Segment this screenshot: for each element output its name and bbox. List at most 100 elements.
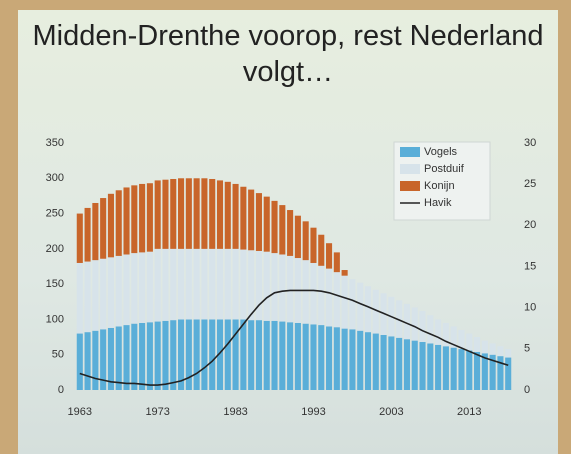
bar-segment	[287, 256, 293, 322]
bar-segment	[458, 330, 464, 349]
bar-segment	[334, 327, 340, 390]
bar-segment	[342, 329, 348, 390]
bar-segment	[427, 343, 433, 390]
bar-segment	[77, 334, 83, 390]
bar-segment	[318, 266, 324, 325]
bar-segment	[310, 228, 316, 263]
bar-segment	[225, 182, 231, 249]
bar-segment	[505, 358, 511, 390]
x-tick-label: 2013	[457, 406, 481, 418]
bar-segment	[388, 336, 394, 390]
bar-segment	[92, 203, 98, 260]
x-tick-label: 2003	[379, 406, 403, 418]
bar-segment	[342, 276, 348, 329]
bar-segment	[357, 331, 363, 390]
bar-segment	[349, 329, 355, 390]
bar-segment	[256, 320, 262, 390]
bar-segment	[303, 324, 309, 390]
y-tick-label: 350	[46, 137, 64, 149]
bar-segment	[271, 201, 277, 253]
bar-segment	[419, 311, 425, 342]
bar-segment	[116, 190, 122, 256]
bar-segment	[334, 252, 340, 272]
chart: 0501001502002503003500510152025301963197…	[0, 0, 571, 454]
bar-segment	[435, 319, 441, 344]
bar-segment	[248, 250, 254, 320]
bar-segment	[466, 350, 472, 390]
bar-segment	[271, 321, 277, 390]
bar-segment	[147, 183, 153, 251]
bar-segment	[155, 249, 161, 322]
bar-segment	[256, 251, 262, 320]
bar-segment	[170, 320, 176, 390]
bar-segment	[443, 346, 449, 390]
bar-segment	[194, 249, 200, 320]
bar-segment	[139, 184, 145, 252]
y-tick-label: 300	[46, 172, 64, 184]
bar-segment	[147, 322, 153, 390]
bar-segment	[123, 325, 129, 390]
y2-tick-label: 30	[524, 137, 536, 149]
bar-segment	[458, 349, 464, 390]
bar-segment	[427, 315, 433, 343]
bar-segment	[497, 356, 503, 390]
y2-tick-label: 25	[524, 178, 536, 190]
bar-segment	[155, 180, 161, 248]
bar-segment	[334, 272, 340, 327]
bar-segment	[419, 342, 425, 390]
bar-segment	[131, 324, 137, 390]
bar-segment	[201, 249, 207, 320]
y-tick-label: 50	[52, 349, 64, 361]
bar-segment	[233, 319, 239, 390]
bar-segment	[139, 252, 145, 323]
bar-segment	[194, 319, 200, 390]
y2-tick-label: 5	[524, 343, 530, 355]
bar-segment	[116, 256, 122, 327]
y-tick-label: 100	[46, 313, 64, 325]
bar-segment	[92, 331, 98, 390]
bar-segment	[287, 210, 293, 256]
bar-segment	[326, 326, 332, 390]
bar-segment	[201, 319, 207, 390]
bar-segment	[92, 260, 98, 331]
bar-segment	[233, 184, 239, 249]
bar-segment	[209, 179, 215, 249]
bar-segment	[209, 249, 215, 320]
bar-segment	[131, 253, 137, 324]
bar-segment	[85, 332, 91, 390]
bar-segment	[178, 249, 184, 320]
bar-segment	[108, 257, 114, 328]
bar-segment	[396, 338, 402, 390]
bar-segment	[85, 208, 91, 262]
bar-segment	[100, 259, 106, 330]
legend-swatch	[400, 147, 420, 157]
bar-segment	[381, 335, 387, 390]
bar-segment	[412, 341, 418, 390]
bar-segment	[373, 334, 379, 390]
bar-segment	[310, 263, 316, 324]
bar-segment	[404, 339, 410, 390]
bar-segment	[466, 334, 472, 351]
legend-label: Havik	[424, 197, 452, 209]
x-tick-label: 1983	[223, 406, 247, 418]
bar-segment	[295, 323, 301, 390]
bar-segment	[123, 255, 129, 326]
bar-segment	[497, 346, 503, 356]
bar-segment	[474, 337, 480, 352]
bar-segment	[194, 178, 200, 249]
bar-segment	[240, 319, 246, 390]
bar-segment	[248, 190, 254, 251]
bar-segment	[279, 205, 285, 254]
bar-segment	[505, 349, 511, 357]
bar-segment	[233, 249, 239, 320]
bar-segment	[85, 262, 91, 333]
bar-segment	[186, 249, 192, 320]
legend-swatch	[400, 164, 420, 174]
bar-segment	[326, 243, 332, 268]
bar-segment	[279, 255, 285, 322]
legend-label: Vogels	[424, 146, 458, 158]
bar-segment	[287, 322, 293, 390]
bar-segment	[209, 319, 215, 390]
legend-label: Postduif	[424, 163, 465, 175]
bar-segment	[162, 249, 168, 321]
